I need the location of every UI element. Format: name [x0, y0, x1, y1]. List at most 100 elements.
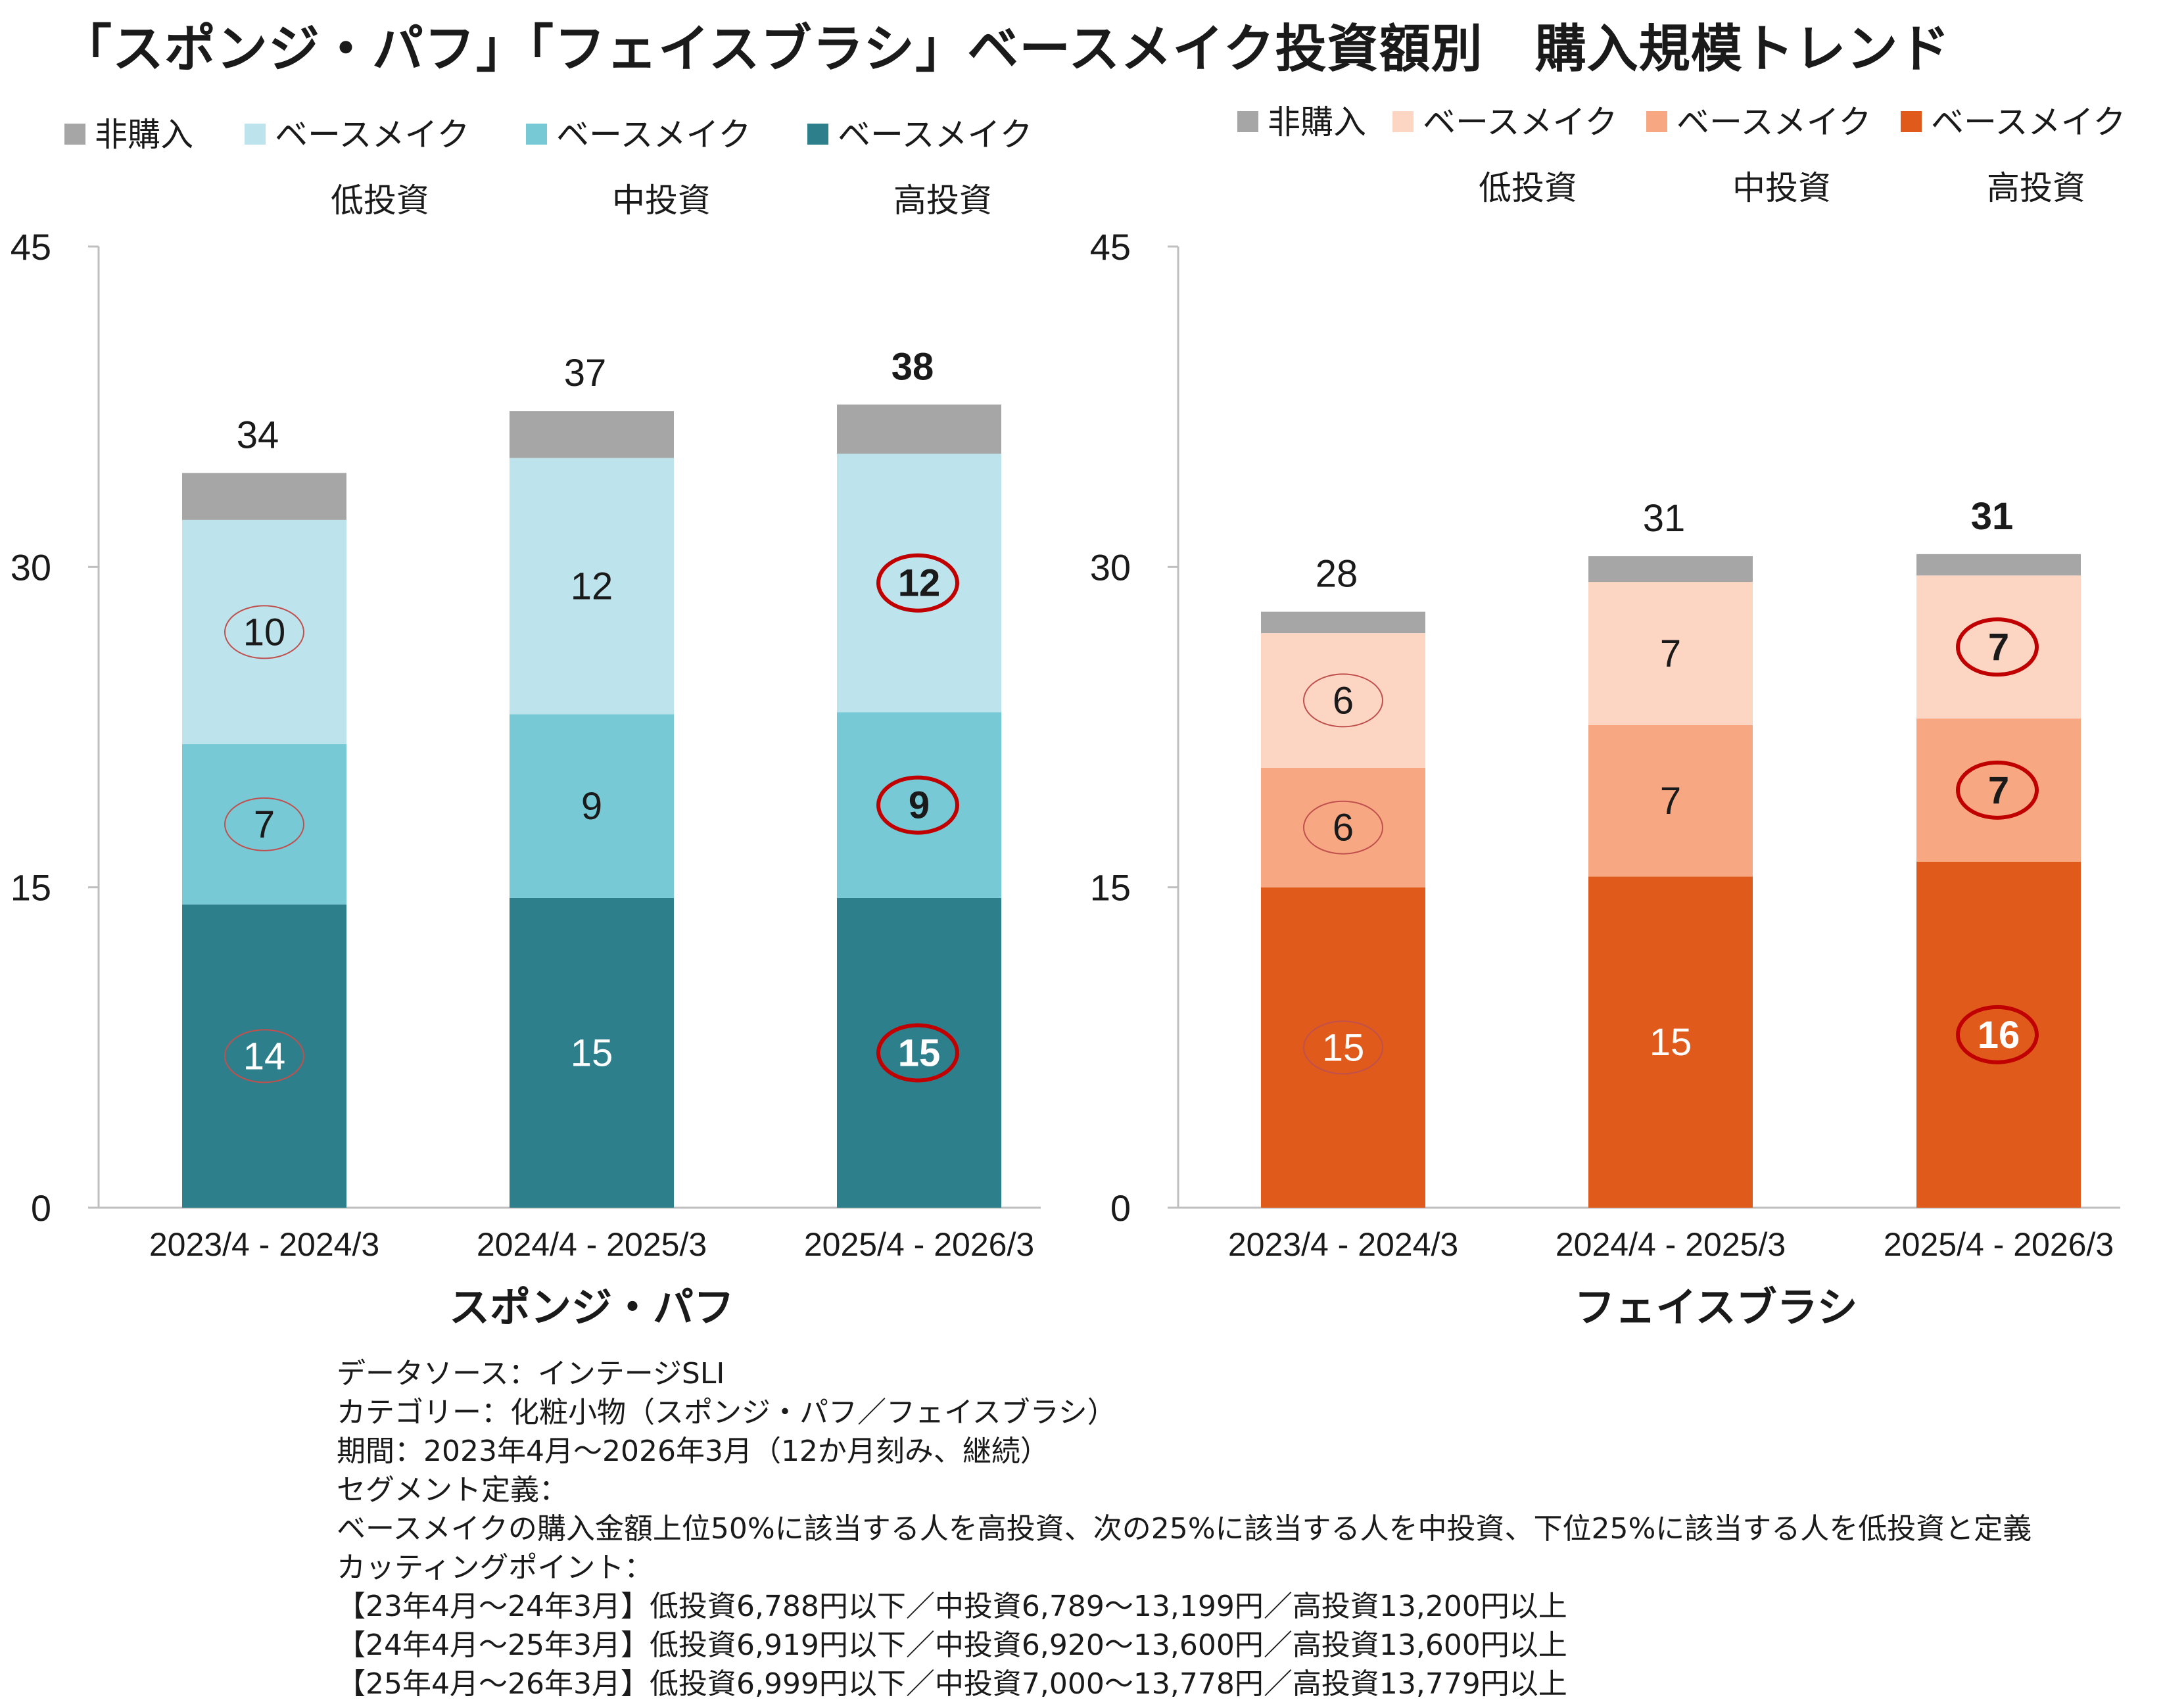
y-tick-label: 15 [11, 867, 51, 909]
highlight-circle [1956, 617, 2039, 677]
category-label: 2024/4 - 2025/3 [477, 1226, 707, 1263]
bar-segment [1916, 861, 2081, 1208]
total-label: 34 [237, 414, 279, 456]
y-tick-label: 0 [1110, 1187, 1131, 1229]
note-line: データソース：インテージSLI [337, 1357, 725, 1390]
highlight-circle [1303, 1020, 1383, 1075]
notes-block: データソース：インテージSLI カテゴリー：化粧小物（スポンジ・パフ／フェイスブ… [337, 1354, 2032, 1703]
data-label: 15 [571, 1032, 613, 1074]
highlight-circle [224, 1029, 304, 1083]
bar-segment [837, 404, 1001, 454]
y-tick-label: 15 [1090, 867, 1131, 909]
legend-swatch [526, 124, 547, 145]
note-line: セグメント定義： [337, 1473, 568, 1507]
legend-label-line2: 高投資 [893, 181, 992, 220]
data-label: 15 [1650, 1021, 1692, 1064]
legend-label-line2: 低投資 [1479, 169, 1577, 207]
legend-swatch [1901, 111, 1922, 132]
category-label: 2023/4 - 2024/3 [149, 1226, 379, 1263]
total-label: 28 [1316, 553, 1358, 596]
highlight-circle [1303, 800, 1383, 855]
legend-label: ベースメイク [1423, 103, 1618, 141]
bar-segment [182, 519, 346, 744]
total-label: 38 [891, 345, 934, 388]
legend-label-line2: 中投資 [1732, 169, 1831, 207]
legend-label: ベースメイク [275, 116, 470, 154]
bar-segment [510, 411, 674, 458]
bar-segment [1588, 724, 1753, 877]
note-line: 【23年4月～24年3月】低投資6,788円以下／中投資6,789～13,199… [337, 1590, 1567, 1623]
legend-label: ベースメイク [556, 116, 751, 154]
total-label: 31 [1643, 497, 1686, 540]
bar-segment [1261, 767, 1425, 888]
legend-label: ベースメイク [1931, 103, 2126, 141]
bar-segment [1261, 633, 1425, 768]
y-tick-label: 30 [1090, 546, 1131, 588]
category-label: 2025/4 - 2026/3 [1884, 1226, 2114, 1263]
data-label: 12 [571, 565, 613, 608]
highlight-circle [876, 1023, 959, 1083]
legend-label-line2: 低投資 [331, 181, 429, 220]
category-label: 2023/4 - 2024/3 [1228, 1226, 1458, 1263]
bar-segment [510, 714, 674, 898]
note-line: ベースメイクの購入金額上位50%に該当する人を高投資、次の25%に該当する人を中… [337, 1512, 2032, 1546]
bar-segment [837, 454, 1001, 713]
legend-swatch [1237, 111, 1258, 132]
bar-segment [1916, 575, 2081, 719]
note-line: 【25年4月～26年3月】低投資6,999円以下／中投資7,000～13,778… [337, 1667, 1567, 1701]
legend-swatch [1646, 111, 1667, 132]
legend-label: ベースメイク [838, 116, 1033, 154]
data-label: 14 [243, 1035, 286, 1078]
y-tick-label: 30 [11, 546, 51, 588]
highlight-circle [224, 605, 304, 659]
note-line: 【24年4月～25年3月】低投資6,919円以下／中投資6,920～13,600… [337, 1628, 1567, 1662]
legend-label: 非購入 [1268, 103, 1366, 141]
legend-swatch [1392, 111, 1414, 132]
data-label: 7 [1660, 780, 1681, 822]
bar-segment [1916, 719, 2081, 862]
bar-segment [182, 904, 346, 1208]
bar-segment [510, 897, 674, 1208]
data-label: 7 [1660, 632, 1681, 675]
highlight-circle [1956, 760, 2039, 820]
highlight-circle [876, 775, 959, 835]
highlight-circle [1956, 1005, 2039, 1064]
category-label: 2024/4 - 2025/3 [1556, 1226, 1786, 1263]
data-label: 6 [1333, 807, 1354, 849]
legend-swatch [807, 124, 828, 145]
note-line: カッティングポイント： [337, 1551, 654, 1584]
total-label: 31 [1971, 495, 2014, 538]
y-tick-label: 0 [31, 1187, 51, 1229]
data-label: 10 [243, 611, 286, 653]
chart-title: フェイスブラシ [1575, 1283, 1858, 1331]
bar-segment [837, 712, 1001, 898]
chart-title: スポンジ・パフ [449, 1283, 734, 1331]
y-tick-label: 45 [1090, 226, 1131, 268]
bar-segment [1261, 887, 1425, 1208]
legend-swatch [64, 124, 85, 145]
page-title: 「スポンジ・パフ」「フェイスブラシ」ベースメイク投資額別 購入規模トレンド [60, 20, 1951, 79]
bar-segment [510, 458, 674, 715]
bar-segment [1588, 556, 1753, 582]
data-label: 7 [1988, 769, 2009, 812]
bar-segment [1261, 611, 1425, 634]
legend-label-line2: 中投資 [612, 181, 711, 220]
data-label: 9 [909, 784, 930, 827]
note-line: 期間：2023年4月～2026年3月（12か月刻み、継続） [337, 1435, 1049, 1468]
note-line: カテゴリー：化粧小物（スポンジ・パフ／フェイスブラシ） [337, 1396, 1116, 1429]
data-label: 12 [898, 562, 941, 605]
data-label: 7 [254, 803, 275, 846]
bar-segment [1916, 554, 2081, 576]
legend-swatch [245, 124, 266, 145]
bar-segment [182, 744, 346, 905]
bar-segment [1588, 582, 1753, 725]
data-label: 9 [581, 785, 602, 828]
legend-label: 非購入 [95, 116, 193, 154]
data-label: 15 [1322, 1026, 1365, 1069]
bar-segment [837, 897, 1001, 1208]
bar-segment [182, 473, 346, 520]
legend-label-line2: 高投資 [1987, 169, 2085, 207]
data-label: 6 [1333, 679, 1354, 722]
data-label: 15 [898, 1032, 941, 1074]
